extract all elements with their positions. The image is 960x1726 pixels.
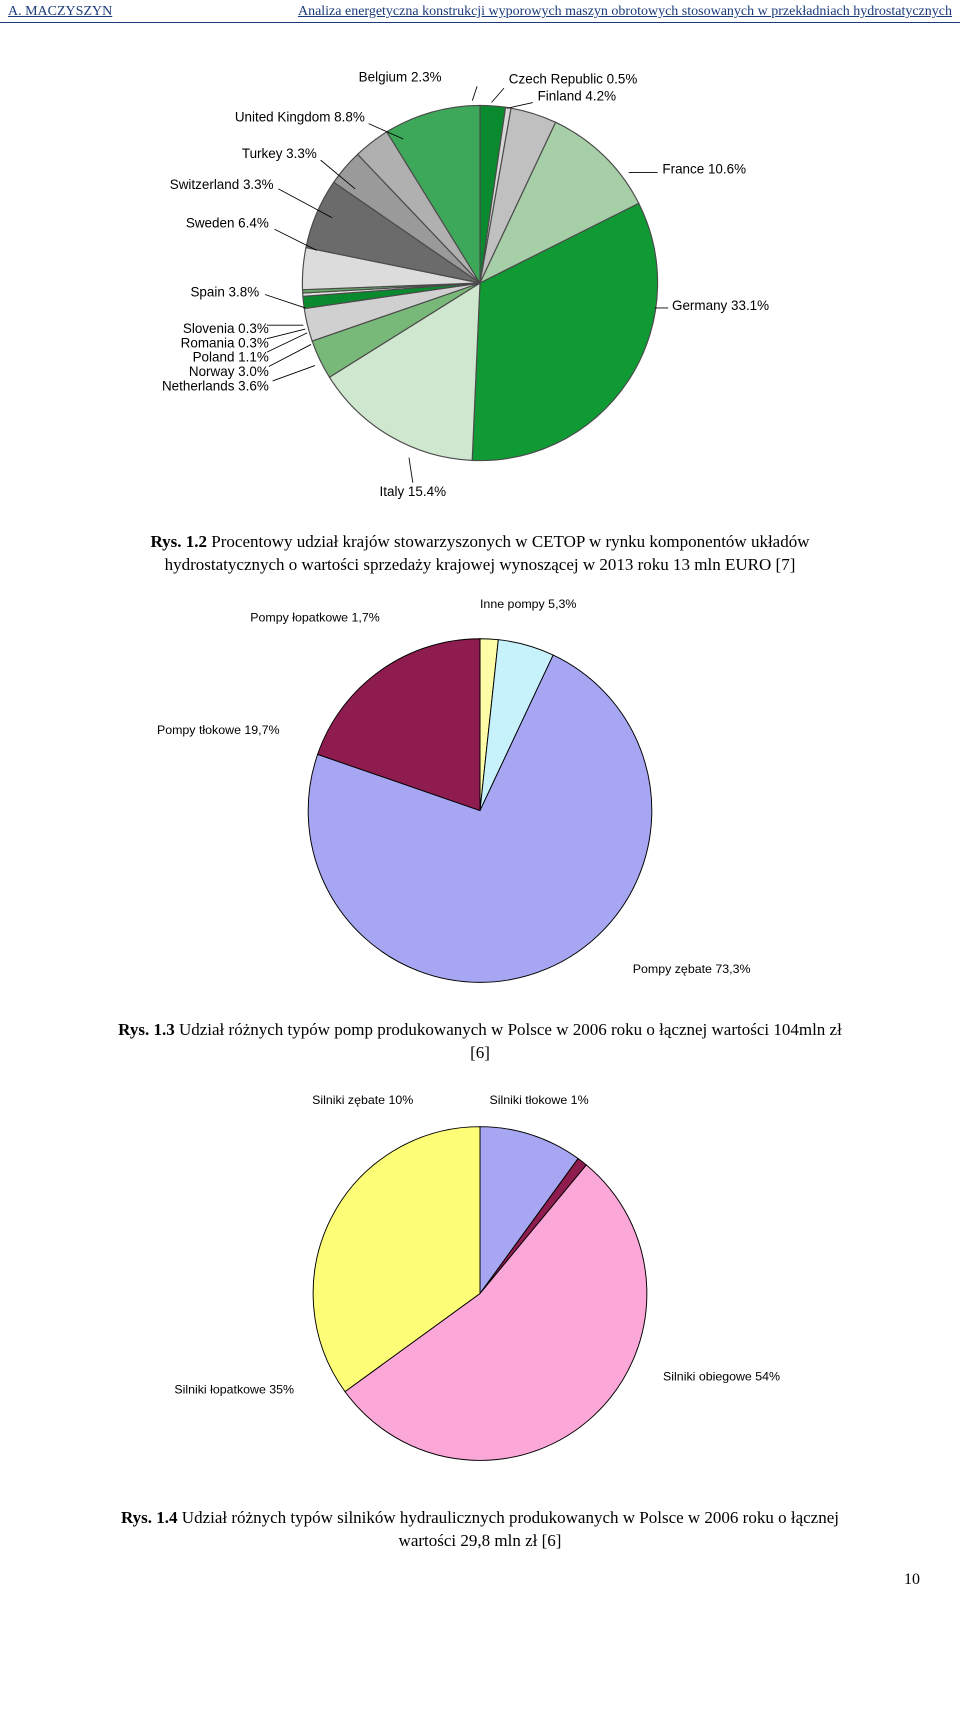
pie-label: Pompy tłokowe 19,7% (157, 723, 280, 737)
pie-label: United Kingdom 8.8% (235, 110, 365, 125)
pie-label: Silniki obiegowe 54% (663, 1369, 780, 1383)
caption-3: Rys. 1.4 Udział różnych typów silników h… (110, 1507, 850, 1553)
leader-line (492, 88, 504, 102)
pie-label: Silniki zębate 10% (312, 1093, 413, 1107)
caption-1: Rys. 1.2 Procentowy udział krajów stowar… (110, 531, 850, 577)
pie-label: Pompy łopatkowe 1,7% (250, 610, 379, 624)
header-author: A. MACZYSZYN (8, 4, 112, 20)
page-number: 10 (0, 1567, 960, 1599)
caption-2: Rys. 1.3 Udział różnych typów pomp produ… (110, 1019, 850, 1065)
motor-types-chart: Silniki zębate 10% Silniki tłokowe 1% Siln… (130, 1079, 830, 1499)
pie-label: Finland 4.2% (538, 89, 616, 104)
caption-3-text: Udział różnych typów silników hydraulicz… (178, 1508, 839, 1550)
leader-line (273, 366, 315, 381)
pie-label: Belgium 2.3% (359, 69, 442, 84)
pie-label: Italy 15.4% (380, 484, 447, 499)
caption-1-prefix: Rys. 1.2 (150, 532, 207, 551)
leader-line (267, 329, 305, 339)
pie-label: Turkey 3.3% (242, 146, 317, 161)
pie-label: Silniki łopatkowe 35% (174, 1382, 294, 1396)
pie-label: Switzerland 3.3% (170, 177, 274, 192)
pie-label: Poland 1.1% (193, 350, 269, 365)
europe-share-chart: Belgium 2.3% Czech Republic 0.5% Finland 4… (80, 43, 880, 523)
caption-1-text: Procentowy udział krajów stowarzyszonych… (165, 532, 810, 574)
pie-label: Czech Republic 0.5% (509, 71, 638, 86)
pie-label: Romania 0.3% (181, 335, 269, 350)
leader-line (409, 458, 413, 483)
pie-label: Pompy zębate 73,3% (633, 962, 751, 976)
pie-label: Spain 3.8% (190, 284, 259, 299)
leader-line (265, 295, 305, 308)
pie-label: Netherlands 3.6% (162, 379, 269, 394)
header-title: Analiza energetyczna konstrukcji wyporow… (298, 4, 952, 20)
page-header: A. MACZYSZYN Analiza energetyczna konstr… (0, 0, 960, 23)
pie-label: France 10.6% (662, 162, 746, 177)
pie-label: Norway 3.0% (189, 364, 269, 379)
caption-2-prefix: Rys. 1.3 (118, 1020, 175, 1039)
pie-label: Sweden 6.4% (186, 215, 269, 230)
pie-label: Slovenia 0.3% (183, 321, 269, 336)
pie-label: Inne pompy 5,3% (480, 597, 576, 611)
leader-line (472, 86, 477, 100)
caption-3-prefix: Rys. 1.4 (121, 1508, 178, 1527)
caption-2-text: Udział różnych typów pomp produkowanych … (175, 1020, 842, 1062)
pump-types-chart: Pompy łopatkowe 1,7% Inne pompy 5,3% Pompy… (130, 591, 830, 1011)
pie-label: Germany 33.1% (672, 298, 769, 313)
leader-line (507, 103, 533, 109)
pie-label: Silniki tłokowe 1% (490, 1093, 589, 1107)
